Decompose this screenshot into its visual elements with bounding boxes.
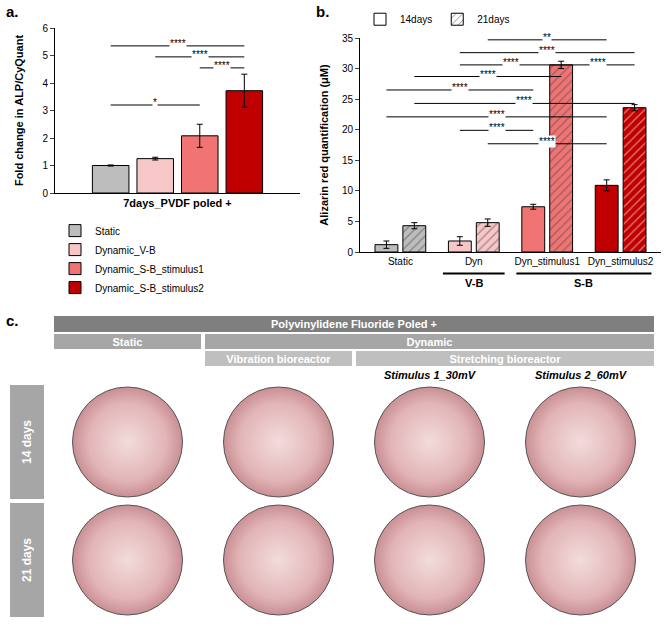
svg-text:10: 10	[342, 185, 354, 196]
svg-text:21days: 21days	[477, 14, 509, 25]
svg-text:Dyn: Dyn	[465, 256, 483, 267]
html-text:Polyvinylidene Fluoride Poled: Polyvinylidene Fluoride Poled +	[271, 318, 437, 330]
svg-text:0: 0	[347, 247, 353, 258]
svg-text:20: 20	[342, 124, 354, 135]
svg-text:15: 15	[342, 155, 354, 166]
html-text:c.: c.	[6, 312, 19, 329]
html-text:Stimulus 1_30mV: Stimulus 1_30mV	[384, 369, 475, 381]
html-text:Stretching bioreactor: Stretching bioreactor	[449, 352, 561, 365]
html-text:a.: a.	[6, 3, 19, 20]
svg-text:****: ****	[214, 60, 230, 71]
svg-text:5: 5	[347, 216, 353, 227]
html-text:14 days: 14 days	[20, 420, 34, 464]
svg-text:Dynamic_S-B_stimulus1: Dynamic_S-B_stimulus1	[95, 264, 204, 275]
svg-text:2: 2	[42, 133, 48, 144]
svg-text:****: ****	[192, 49, 208, 60]
svg-text:****: ****	[503, 57, 519, 68]
html-text:21 days: 21 days	[20, 538, 34, 582]
svg-text:****: ****	[539, 136, 555, 147]
svg-text:****: ****	[489, 122, 505, 133]
svg-text:1: 1	[42, 160, 48, 171]
svg-text:****: ****	[170, 38, 186, 49]
svg-text:5: 5	[42, 50, 48, 61]
svg-text:Alizarin red quantification (μ: Alizarin red quantification (μM)	[318, 64, 330, 226]
svg-text:7days_PVDF poled +: 7days_PVDF poled +	[123, 197, 232, 209]
svg-text:Dyn_stimulus1: Dyn_stimulus1	[514, 256, 580, 267]
svg-text:Dynamic_V-B: Dynamic_V-B	[95, 245, 156, 256]
svg-text:30: 30	[342, 63, 354, 74]
svg-text:Fold change in ALP/CyQuant: Fold change in ALP/CyQuant	[13, 35, 25, 186]
html-text:Dynamic: Dynamic	[406, 335, 453, 348]
svg-text:Dyn_stimulus2: Dyn_stimulus2	[588, 256, 654, 267]
html-text:Stimulus 2_60mV: Stimulus 2_60mV	[535, 369, 626, 381]
svg-text:Static: Static	[95, 226, 120, 237]
html-text:Static: Static	[112, 335, 143, 348]
svg-text:Dynamic_S-B_stimulus2: Dynamic_S-B_stimulus2	[95, 283, 204, 294]
svg-text:****: ****	[452, 82, 468, 93]
svg-text:****: ****	[480, 69, 496, 80]
svg-text:****: ****	[489, 109, 505, 120]
svg-text:****: ****	[590, 57, 606, 68]
svg-text:14days: 14days	[400, 14, 432, 25]
svg-text:3: 3	[42, 105, 48, 116]
svg-text:*: *	[153, 97, 157, 108]
svg-text:****: ****	[516, 95, 532, 106]
svg-text:**: **	[543, 32, 551, 43]
svg-text:25: 25	[342, 94, 354, 105]
svg-text:4: 4	[42, 78, 48, 89]
svg-text:0: 0	[42, 188, 48, 199]
html-text:Vibration bioreactor: Vibration bioreactor	[226, 352, 331, 365]
svg-text:S-B: S-B	[574, 277, 593, 289]
svg-text:Static: Static	[388, 256, 413, 267]
svg-text:V-B: V-B	[465, 277, 483, 289]
svg-text:6: 6	[42, 23, 48, 34]
svg-text:35: 35	[342, 33, 354, 44]
svg-text:****: ****	[539, 45, 555, 56]
html-text:b.: b.	[316, 3, 330, 20]
